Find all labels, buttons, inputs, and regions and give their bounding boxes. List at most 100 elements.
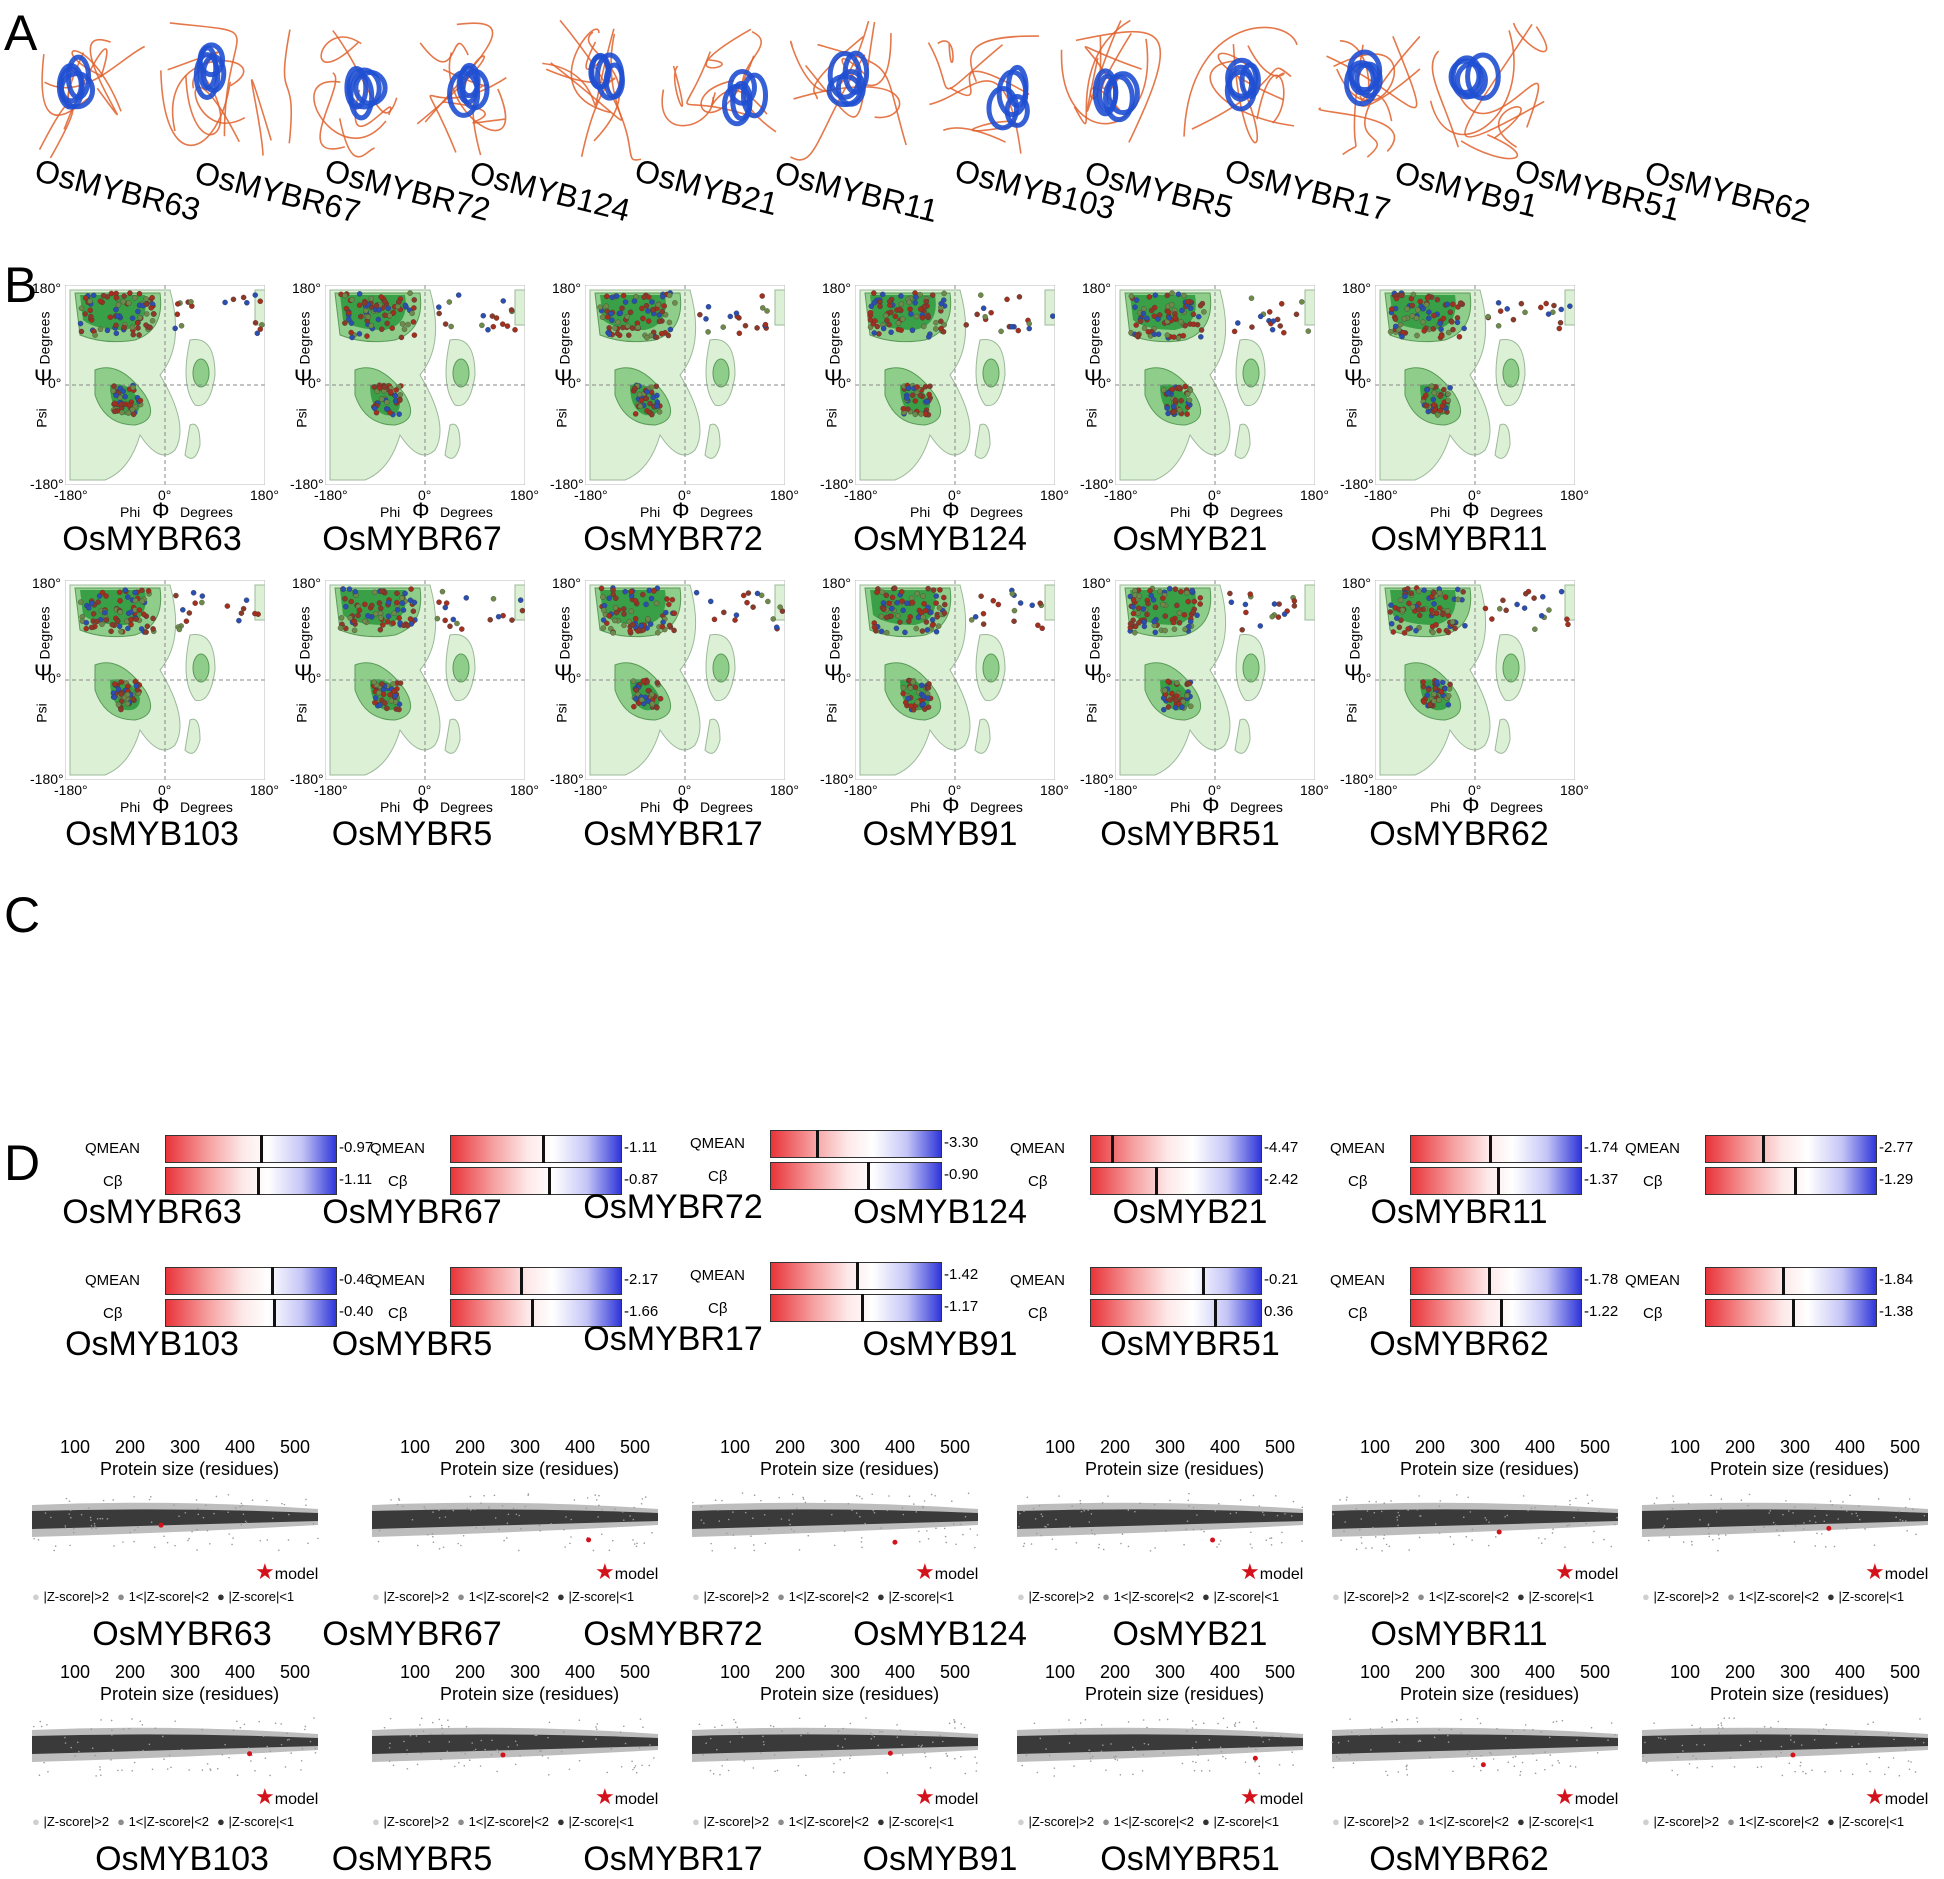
zscore-legend: ● |Z-score|>2 ● 1<|Z-score|<2 ● |Z-score|<… xyxy=(692,1814,954,1829)
cbeta-value: -1.11 xyxy=(339,1171,373,1188)
star-icon: ★ xyxy=(1865,1784,1885,1809)
score-marker xyxy=(1496,1167,1500,1195)
qmean-bar xyxy=(1090,1135,1262,1163)
cbeta-label: Cβ xyxy=(103,1305,123,1322)
legend-text: |Z-score|>2 xyxy=(1028,1589,1095,1604)
phi-tick-zero: 0° xyxy=(418,487,432,503)
star-icon: ★ xyxy=(1555,1559,1575,1584)
qmean-card: QMEAN Cβ -3.30 -0.90 xyxy=(690,1130,978,1240)
phi-tick-right: 180° xyxy=(510,782,539,798)
phi-word: Phi xyxy=(380,799,401,815)
size-tick: 300 xyxy=(1780,1662,1811,1682)
size-tick: 200 xyxy=(1415,1437,1446,1457)
psi-tick-top: 180° xyxy=(292,280,321,296)
qmean-title: OsMYBR67 xyxy=(322,1193,502,1231)
zscore-legend: ● |Z-score|>2 ● 1<|Z-score|<2 ● |Z-score|<… xyxy=(1332,1589,1594,1604)
zscore-title: OsMYBR17 xyxy=(583,1840,763,1878)
protein-structure-model xyxy=(927,35,1039,154)
legend-dot-icon: ● xyxy=(217,1589,229,1604)
zscore-title: OsMYBR63 xyxy=(92,1615,272,1653)
size-tick: 200 xyxy=(1100,1662,1131,1682)
phi-symbol: Φ xyxy=(1462,793,1480,818)
score-marker xyxy=(861,1294,865,1322)
size-axis-label: Protein size (residues) xyxy=(1710,1684,1890,1704)
phi-word: Phi xyxy=(120,799,141,815)
psi-tick-bottom: -180° xyxy=(290,771,324,787)
zscore-plot: 100 200 300 400 500 Protein size (residues) ★m… xyxy=(1015,1662,1315,1862)
legend-dot-icon: ● xyxy=(1332,1814,1344,1829)
zscore-plot: 100 200 300 400 500 Protein size (residues) ★m… xyxy=(1330,1437,1630,1637)
psi-tick-zero: 0° xyxy=(568,375,582,391)
phi-symbol: Φ xyxy=(942,498,960,523)
qmean-label: QMEAN xyxy=(1010,1140,1066,1157)
size-tick: 100 xyxy=(1670,1662,1701,1682)
protein-structure-model xyxy=(1183,26,1298,144)
ramachandran-plot: 180° 0° -180° Ψ -180° 0° 180° Phi Φ Degrees Psi Deg… xyxy=(30,575,279,818)
psi-tick-bottom: -180° xyxy=(1080,476,1114,492)
legend-text: 1<|Z-score|<2 xyxy=(1738,1814,1820,1829)
legend-dot-icon: ● xyxy=(457,1589,469,1604)
model-label: model xyxy=(614,1791,659,1808)
model-legend: ★model xyxy=(595,1559,658,1585)
qmean-title: OsMYBR62 xyxy=(1369,1325,1549,1363)
qmean-value: -1.78 xyxy=(1584,1271,1619,1288)
cbeta-label: Cβ xyxy=(1028,1305,1048,1322)
size-axis-label: Protein size (residues) xyxy=(1085,1684,1265,1704)
model-legend: ★model xyxy=(1555,1559,1618,1585)
psi-tick-zero: 0° xyxy=(1358,375,1372,391)
qmean-card: QMEAN Cβ -1.78 -1.22 xyxy=(1330,1267,1618,1377)
score-marker xyxy=(1488,1267,1492,1295)
legend-text: 1<|Z-score|<2 xyxy=(1738,1589,1820,1604)
psi-tick-top: 180° xyxy=(1342,575,1371,591)
qmean-card: QMEAN Cβ -2.17 -1.66 xyxy=(370,1267,658,1377)
phi-tick-right: 180° xyxy=(1300,487,1329,503)
size-tick: 500 xyxy=(1580,1662,1611,1682)
size-tick: 100 xyxy=(1360,1662,1391,1682)
zscore-scatter xyxy=(692,1717,978,1777)
zscore-plot: 100 200 300 400 500 Protein size (residues) ★m… xyxy=(690,1662,990,1862)
size-tick: 200 xyxy=(1725,1437,1756,1457)
size-tick: 500 xyxy=(620,1437,651,1457)
qmean-value: -1.84 xyxy=(1879,1271,1914,1288)
model-legend: ★model xyxy=(595,1784,658,1810)
size-tick: 400 xyxy=(565,1662,596,1682)
size-tick: 400 xyxy=(1835,1662,1866,1682)
size-tick: 500 xyxy=(280,1662,311,1682)
size-tick: 200 xyxy=(1725,1662,1756,1682)
psi-symbol: Ψ xyxy=(34,365,53,390)
size-tick: 200 xyxy=(1415,1662,1446,1682)
protein-structure-model xyxy=(789,20,907,161)
size-tick: 400 xyxy=(1525,1437,1556,1457)
zscore-scatter xyxy=(1642,1717,1928,1777)
cbeta-label: Cβ xyxy=(1643,1173,1663,1190)
qmean-label: QMEAN xyxy=(1625,1140,1681,1157)
phi-symbol: Φ xyxy=(1202,793,1220,818)
legend-text: 1<|Z-score|<2 xyxy=(1428,1814,1510,1829)
zscore-title: OsMYBR62 xyxy=(1369,1840,1549,1878)
size-tick: 500 xyxy=(280,1437,311,1457)
legend-text: |Z-score|<1 xyxy=(1528,1589,1595,1604)
legend-dot-icon: ● xyxy=(32,1589,44,1604)
psi-symbol: Ψ xyxy=(1344,660,1363,685)
zscore-scatter xyxy=(32,1717,318,1777)
ramachandran-plot-title: OsMYB103 xyxy=(65,815,239,853)
phi-degrees: Degrees xyxy=(1490,504,1543,520)
psi-tick-top: 180° xyxy=(552,280,581,296)
model-legend: ★model xyxy=(915,1784,978,1810)
model-legend: ★model xyxy=(915,1559,978,1585)
psi-tick-zero: 0° xyxy=(1358,670,1372,686)
protein-structure-model xyxy=(160,22,272,156)
size-tick: 300 xyxy=(830,1662,861,1682)
legend-dot-icon: ● xyxy=(117,1589,129,1604)
ramachandran-plot: 180° 0° -180° Ψ -180° 0° 180° Phi Φ Degrees Psi Deg… xyxy=(1340,575,1589,818)
model-label: model xyxy=(274,1791,319,1808)
size-tick: 100 xyxy=(60,1437,91,1457)
phi-symbol: Φ xyxy=(672,498,690,523)
size-tick: 400 xyxy=(225,1437,256,1457)
zscore-title: OsMYBR51 xyxy=(1100,1840,1280,1878)
size-axis-label: Protein size (residues) xyxy=(760,1459,940,1479)
psi-tick-bottom: -180° xyxy=(290,476,324,492)
phi-tick-zero: 0° xyxy=(158,782,172,798)
phi-word: Phi xyxy=(1430,504,1451,520)
ramachandran-area xyxy=(1115,580,1315,780)
